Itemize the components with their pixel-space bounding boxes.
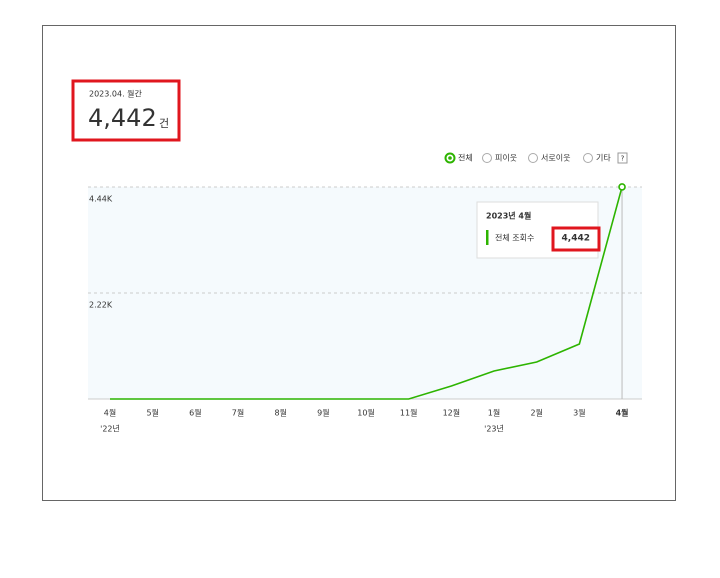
radio[interactable] [528, 153, 538, 163]
tooltip-swatch [486, 230, 489, 245]
x-tick-label: 7월 [232, 408, 244, 418]
point [618, 183, 626, 191]
radio[interactable] [482, 153, 492, 163]
x-tick-label: 8월 [274, 408, 286, 418]
period: 2023.04. 월간 [89, 89, 143, 99]
x-tick-label: 4월 [616, 408, 629, 418]
radio-dot [448, 156, 452, 160]
filter-label[interactable]: 기타 [596, 154, 611, 163]
total-value: 4,442 [88, 104, 157, 132]
y-tick-label: 4.44K [89, 195, 113, 204]
help-text: ? [621, 155, 625, 163]
tooltip-series: 전체 조회수 [495, 233, 534, 243]
x-tick-label: 4월 [104, 408, 116, 418]
year-label: '22년 [100, 424, 120, 434]
x-tick-label: 5월 [146, 408, 158, 418]
y-tick-label: 2.22K [89, 301, 113, 310]
radio[interactable] [583, 153, 593, 163]
x-tick-label: 9월 [317, 408, 329, 418]
x-tick-label: 12월 [443, 408, 461, 418]
x-tick-label: 11월 [400, 408, 418, 418]
filter-label[interactable]: 서로이웃 [541, 153, 570, 163]
x-tick-label: 6월 [189, 408, 201, 418]
filter-label[interactable]: 전체 [458, 153, 473, 163]
tooltip-title: 2023년 4월 [486, 211, 531, 221]
x-tick-label: 10월 [357, 408, 375, 418]
line [110, 186, 623, 400]
year-label: '23년 [484, 424, 504, 434]
unit: 건 [159, 117, 169, 130]
highlight-box [71, 79, 181, 142]
tooltip-value: 4,442 [562, 234, 590, 244]
x-tick-label: 1월 [488, 408, 500, 418]
help-icon[interactable] [617, 152, 628, 164]
x-tick-label: 3월 [573, 408, 585, 418]
filter-label[interactable]: 피이웃 [495, 153, 517, 163]
x-tick-label: 2월 [530, 408, 542, 418]
highlight-box [551, 226, 601, 252]
